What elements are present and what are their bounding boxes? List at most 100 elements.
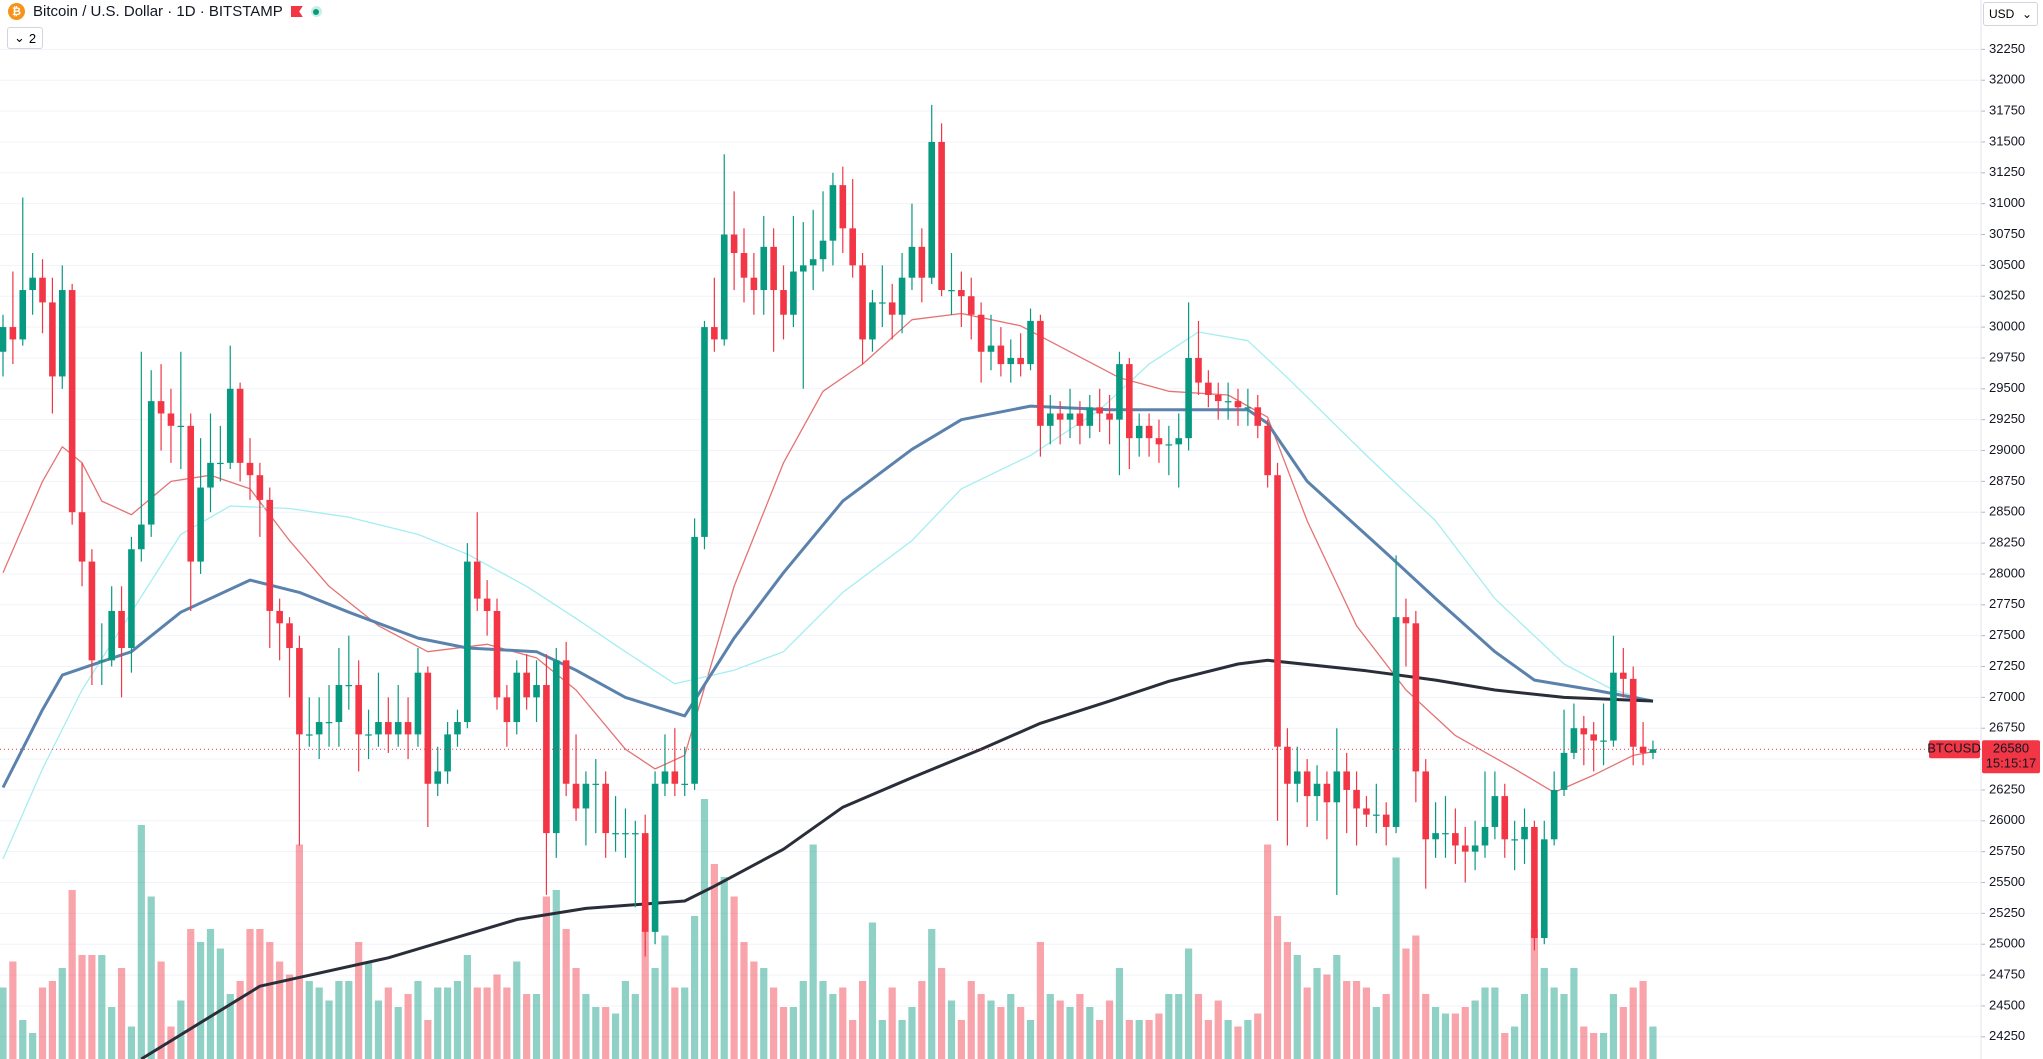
volume-bar bbox=[1264, 844, 1272, 1059]
candle-body bbox=[691, 536, 698, 784]
candle-body bbox=[1392, 617, 1400, 827]
volume-bar bbox=[740, 942, 748, 1059]
volume-bar bbox=[177, 1000, 185, 1059]
candle bbox=[1106, 394, 1113, 445]
volume-bar bbox=[1580, 1026, 1588, 1059]
candle-body bbox=[187, 425, 195, 562]
candle-body bbox=[1600, 740, 1607, 742]
candle-body bbox=[503, 697, 511, 723]
candle bbox=[9, 271, 17, 365]
candle bbox=[799, 222, 807, 389]
candle bbox=[622, 808, 629, 858]
volume-bar bbox=[1293, 955, 1301, 1059]
candle bbox=[720, 154, 728, 346]
candle bbox=[1254, 394, 1262, 439]
volume-bar bbox=[1619, 1007, 1627, 1059]
market-status[interactable] bbox=[310, 6, 322, 17]
candle-body bbox=[493, 610, 501, 698]
candle-body bbox=[1432, 833, 1439, 840]
y-tick-label: 29750 bbox=[1989, 349, 2025, 364]
volume-bar bbox=[611, 1013, 620, 1059]
y-tick-label: 30000 bbox=[1989, 319, 2025, 334]
candle-body bbox=[1234, 401, 1242, 408]
candle-body bbox=[98, 660, 106, 662]
symbol-header: ₿ Bitcoin / U.S. Dollar · 1D · BITSTAMP bbox=[8, 3, 322, 20]
indicator-toggle[interactable]: ⌄ 2 bbox=[7, 27, 44, 49]
candle bbox=[217, 425, 224, 482]
y-tick-label: 28000 bbox=[1989, 565, 2025, 580]
candle-body bbox=[1531, 826, 1538, 939]
volume-bar bbox=[523, 994, 531, 1059]
volume-bar bbox=[1323, 974, 1331, 1059]
candle bbox=[1145, 413, 1153, 457]
candle bbox=[157, 364, 165, 451]
volume-bar bbox=[1382, 994, 1390, 1059]
candle bbox=[1284, 728, 1291, 846]
candle-body bbox=[49, 302, 56, 377]
candle-body bbox=[1274, 475, 1281, 747]
volume-bar bbox=[1441, 1013, 1450, 1059]
y-tick-label: 24500 bbox=[1989, 997, 2025, 1012]
candle-body bbox=[859, 265, 866, 340]
volume-bar bbox=[888, 987, 896, 1059]
symbol-title[interactable]: Bitcoin / U.S. Dollar · 1D · BITSTAMP bbox=[33, 3, 283, 20]
candle bbox=[740, 228, 748, 303]
volume-bar bbox=[720, 877, 728, 1059]
volume-bar bbox=[19, 1020, 27, 1059]
candle-body bbox=[1224, 401, 1232, 403]
candle-body bbox=[404, 722, 412, 735]
candle bbox=[1046, 394, 1054, 445]
volume-bar bbox=[898, 1020, 906, 1059]
candle-body bbox=[108, 610, 115, 661]
candle-body bbox=[138, 524, 145, 550]
volume-bar bbox=[1313, 968, 1321, 1059]
candle-body bbox=[276, 610, 283, 624]
y-tick-label: 31750 bbox=[1989, 103, 2025, 118]
candle-body bbox=[9, 327, 17, 340]
candle bbox=[1076, 401, 1084, 445]
y-tick-label: 24250 bbox=[1989, 1028, 2025, 1043]
candle-body bbox=[1580, 728, 1588, 735]
volume-bar bbox=[1352, 981, 1361, 1059]
countdown-label: 15:15:17 bbox=[1986, 756, 2037, 771]
candle bbox=[513, 660, 521, 735]
volume-bar bbox=[1175, 994, 1183, 1059]
volume-bar bbox=[858, 981, 867, 1059]
candle-body bbox=[1382, 814, 1390, 827]
y-tick-label: 27000 bbox=[1989, 689, 2025, 704]
candle-body bbox=[1165, 444, 1173, 446]
candle bbox=[355, 660, 362, 772]
currency-select[interactable]: USD ⌄ bbox=[1983, 2, 2038, 26]
volume-bar bbox=[503, 987, 511, 1059]
candle bbox=[444, 722, 451, 784]
volume-bar bbox=[967, 981, 975, 1059]
candle-body bbox=[513, 672, 521, 723]
volume-bar bbox=[1402, 948, 1410, 1059]
flag-icon[interactable] bbox=[290, 6, 303, 17]
candle-body bbox=[1007, 357, 1015, 365]
candle bbox=[1432, 802, 1439, 858]
candle-body bbox=[1461, 845, 1469, 852]
candle-body bbox=[375, 722, 382, 735]
candle bbox=[325, 685, 333, 747]
volume-bar bbox=[1530, 929, 1538, 1059]
candle bbox=[1521, 808, 1528, 864]
candle-body bbox=[780, 290, 787, 315]
candle bbox=[1086, 394, 1094, 439]
candle bbox=[918, 228, 926, 303]
candle-body bbox=[760, 246, 768, 291]
candle-body bbox=[543, 685, 550, 834]
candle bbox=[197, 438, 204, 574]
candle-body bbox=[197, 487, 204, 562]
candle-body bbox=[671, 771, 679, 784]
candle-body bbox=[1145, 425, 1153, 439]
candle bbox=[19, 197, 27, 346]
volume-bar bbox=[849, 1020, 857, 1059]
candle-body bbox=[1353, 789, 1360, 809]
volume-bar bbox=[424, 1020, 432, 1059]
candle-body bbox=[918, 246, 926, 278]
candle bbox=[1205, 370, 1212, 408]
candle-body bbox=[987, 345, 995, 352]
candle bbox=[0, 314, 7, 377]
